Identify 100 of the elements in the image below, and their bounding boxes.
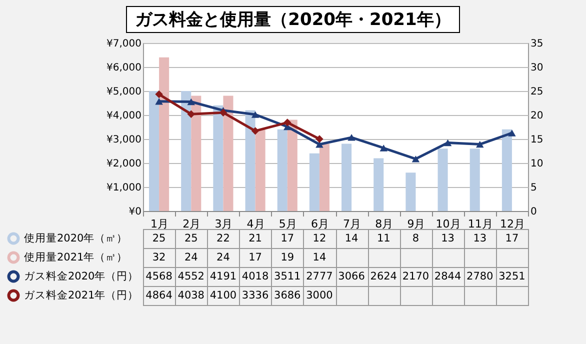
bar	[342, 144, 352, 211]
y-tick-label: ¥4,000	[106, 110, 142, 122]
point	[316, 141, 324, 148]
data-label: 14	[312, 252, 326, 264]
bar	[181, 91, 192, 211]
point	[155, 98, 163, 105]
x-tick-label: 4月	[246, 218, 265, 230]
bar	[406, 172, 416, 211]
data-label: 21	[248, 232, 262, 244]
x-tick-label: 6月	[310, 218, 329, 230]
data-label: 3251	[498, 270, 526, 282]
point	[380, 144, 388, 152]
legend-label: 使用量2020年（㎥）	[24, 232, 128, 244]
x-tick-label: 10月	[436, 218, 461, 230]
y2-tick-label: 35	[530, 38, 544, 50]
bar	[438, 148, 448, 211]
legend-label: ガス料金2020年（円）	[24, 270, 139, 282]
data-label: 14	[344, 232, 359, 244]
data-label: 13	[441, 232, 454, 244]
bar	[149, 91, 160, 211]
data-label: 8	[412, 232, 420, 244]
data-label: 17	[280, 232, 294, 244]
point	[412, 156, 420, 162]
point	[187, 98, 195, 106]
data-label: 3000	[306, 290, 333, 302]
y-tick-label: ¥3,000	[106, 134, 142, 146]
bar	[213, 105, 224, 211]
data-label: 13	[473, 232, 487, 244]
data-label: 12	[312, 232, 326, 244]
y2-tick-label: 0	[530, 206, 537, 218]
data-label: 4191	[210, 270, 237, 282]
bar	[319, 144, 330, 211]
bar	[470, 148, 480, 211]
x-tick-label: 11月	[468, 218, 493, 230]
bar	[287, 120, 298, 211]
y-tick-label: ¥1,000	[106, 182, 142, 194]
x-tick-label: 3月	[214, 218, 233, 230]
data-label: 2780	[466, 270, 494, 282]
data-label: 25	[152, 232, 166, 244]
point	[444, 139, 452, 146]
y2-tick-label: 25	[530, 86, 544, 98]
y2-tick-label: 20	[530, 110, 544, 122]
point	[251, 127, 260, 135]
legend-label: 使用量2021年（㎥）	[24, 252, 128, 264]
data-label: 4100	[210, 290, 237, 302]
y2-tick-label: 5	[530, 182, 537, 194]
bar	[502, 129, 512, 211]
bar	[223, 96, 234, 211]
x-tick-label: 1月	[150, 218, 169, 230]
data-label: 2624	[370, 270, 398, 282]
data-label: 4552	[178, 270, 204, 282]
bar	[191, 96, 202, 211]
x-tick-label: 5月	[278, 218, 297, 230]
bar	[245, 110, 256, 211]
x-tick-label: 12月	[500, 218, 525, 230]
data-label: 4018	[242, 270, 269, 282]
bar	[374, 158, 384, 211]
data-label: 4864	[146, 290, 173, 302]
data-label: 2777	[306, 270, 333, 282]
y2-tick-label: 30	[530, 62, 544, 74]
data-label: 24	[184, 252, 198, 264]
x-tick-label: 8月	[375, 218, 394, 230]
point	[187, 110, 195, 118]
y-tick-label: ¥0	[128, 206, 142, 218]
y2-tick-label: 10	[530, 158, 544, 170]
bar	[255, 129, 266, 211]
point	[348, 134, 356, 141]
data-label: 11	[376, 232, 390, 244]
data-label: 24	[216, 252, 230, 264]
point	[476, 140, 484, 148]
y-tick-label: ¥2,000	[106, 158, 142, 170]
data-label: 22	[216, 232, 230, 244]
data-label: 4038	[178, 290, 204, 302]
y-tick-label: ¥5,000	[106, 86, 142, 98]
data-label: 19	[280, 252, 294, 264]
data-label: 17	[505, 232, 519, 244]
x-tick-label: 7月	[343, 218, 362, 230]
data-label: 2170	[402, 270, 430, 282]
y-tick-label: ¥7,000	[106, 38, 142, 50]
legend-label: ガス料金2021年（円）	[24, 288, 139, 302]
data-label: 4568	[146, 270, 172, 282]
data-label: 32	[152, 252, 166, 264]
point	[251, 111, 260, 118]
data-label: 25	[184, 232, 198, 244]
y2-tick-label: 15	[530, 134, 544, 146]
bar	[309, 153, 320, 211]
x-tick-label: 2月	[182, 218, 201, 230]
point	[284, 118, 292, 126]
point	[508, 130, 516, 136]
data-label: 2844	[434, 270, 462, 282]
data-label: 17	[248, 252, 262, 264]
data-label: 3336	[242, 290, 269, 302]
bar	[277, 129, 288, 211]
data-label: 3066	[338, 270, 366, 282]
point	[219, 108, 228, 116]
chart-title: ガス料金と使用量（2020年・2021年）	[126, 6, 460, 33]
bar	[159, 57, 170, 211]
point	[316, 135, 324, 143]
x-tick-label: 9月	[407, 218, 426, 230]
data-label: 3686	[274, 290, 302, 302]
